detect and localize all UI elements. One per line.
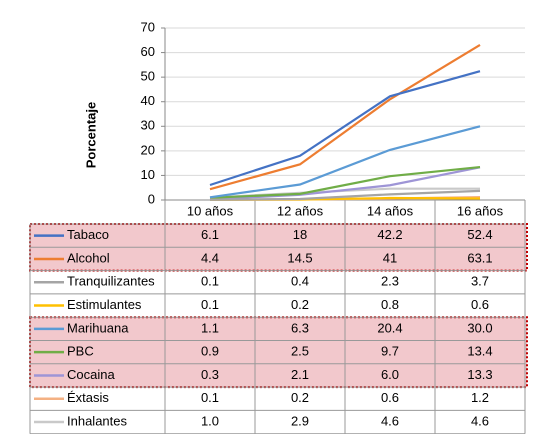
data-label: 41 xyxy=(383,250,397,265)
y-tick-label: 50 xyxy=(141,69,155,84)
legend-label: Estimulantes xyxy=(67,297,142,312)
legend-label: Tabaco xyxy=(67,227,109,242)
legend-label: Tranquilizantes xyxy=(67,274,155,289)
data-label: 2.5 xyxy=(291,344,309,359)
y-tick-label: 70 xyxy=(141,19,155,34)
series-line xyxy=(209,44,481,191)
data-label: 2.1 xyxy=(291,367,309,382)
legend-label: Inhalantes xyxy=(67,413,127,428)
data-label: 0.2 xyxy=(291,390,309,405)
data-label: 0.1 xyxy=(201,274,219,289)
legend-label: Alcohol xyxy=(67,250,110,265)
series-line xyxy=(209,166,481,201)
data-label: 0.1 xyxy=(201,297,219,312)
data-label: 2.9 xyxy=(291,413,309,428)
data-label: 2.3 xyxy=(381,274,399,289)
legend-label: Cocaina xyxy=(67,367,115,382)
legend-label: Marihuana xyxy=(67,320,129,335)
data-label: 20.4 xyxy=(377,320,402,335)
x-tick-label: 16 años xyxy=(457,203,504,218)
data-label: 1.0 xyxy=(201,413,219,428)
data-label: 42.2 xyxy=(377,227,402,242)
x-tick-label: 10 años xyxy=(187,203,234,218)
x-tick-label: 12 años xyxy=(277,203,324,218)
data-label: 3.7 xyxy=(471,274,489,289)
data-label: 0.6 xyxy=(381,390,399,405)
data-label: 6.3 xyxy=(291,320,309,335)
data-label: 1.2 xyxy=(471,390,489,405)
data-label: 1.1 xyxy=(201,320,219,335)
data-label: 4.6 xyxy=(471,413,489,428)
data-label: 18 xyxy=(293,227,307,242)
data-label: 4.4 xyxy=(201,250,219,265)
data-label: 0.9 xyxy=(201,344,219,359)
y-tick-label: 60 xyxy=(141,44,155,59)
legend-label: PBC xyxy=(67,344,94,359)
x-tick-label: 14 años xyxy=(367,203,414,218)
data-label: 9.7 xyxy=(381,344,399,359)
data-label: 4.6 xyxy=(381,413,399,428)
y-tick-label: 40 xyxy=(141,93,155,108)
y-tick-label: 30 xyxy=(141,118,155,133)
data-label: 13.3 xyxy=(467,367,492,382)
series-line xyxy=(209,70,481,187)
data-label: 52.4 xyxy=(467,227,492,242)
data-label: 0.3 xyxy=(201,367,219,382)
data-label: 63.1 xyxy=(467,250,492,265)
y-tick-label: 0 xyxy=(148,191,155,206)
data-label: 0.1 xyxy=(201,390,219,405)
data-label: 6.0 xyxy=(381,367,399,382)
data-label: 0.8 xyxy=(381,297,399,312)
y-tick-label: 20 xyxy=(141,142,155,157)
data-label: 0.4 xyxy=(291,274,309,289)
data-label: 14.5 xyxy=(287,250,312,265)
y-tick-label: 10 xyxy=(141,167,155,182)
series-line xyxy=(209,125,481,199)
data-label: 30.0 xyxy=(467,320,492,335)
data-label: 6.1 xyxy=(201,227,219,242)
data-label: 13.4 xyxy=(467,344,492,359)
series-line xyxy=(209,165,481,199)
y-axis-label: Porcentaje xyxy=(83,102,98,168)
data-label: 0.6 xyxy=(471,297,489,312)
data-label: 0.2 xyxy=(291,297,309,312)
legend-label: Éxtasis xyxy=(67,390,109,405)
series-line xyxy=(209,189,481,201)
